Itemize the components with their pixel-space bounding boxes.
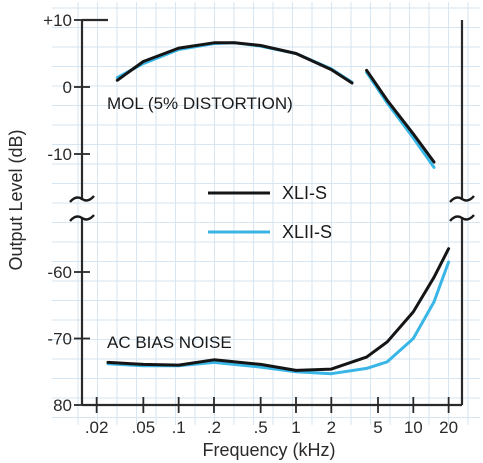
y-tick-label: -70 [47,330,72,349]
axis-breaks [69,195,475,222]
right-axis-break-mark [449,214,475,222]
x-tick-label: .1 [172,418,186,437]
mol-annotation: MOL (5% DISTORTION) [107,94,293,113]
y-axis-break-mark [69,195,95,203]
x-tick-label: .05 [132,418,156,437]
legend-label-xli-s: XLI-S [282,183,327,203]
y-tick-label: +10 [43,11,72,30]
series-line-xli-s-noise [106,247,451,372]
series-line-xli-s-mol [115,41,354,85]
x-tick-label: .5 [254,418,268,437]
x-tick-label: .02 [85,418,109,437]
y-tick-label: 0 [63,78,72,97]
y-axis-break-mark [69,214,95,222]
x-tick-label: 20 [439,418,458,437]
axes [80,18,464,407]
x-tick-label: 5 [373,418,382,437]
noise-annotation: AC BIAS NOISE [107,333,232,352]
x-tick-label: .2 [207,418,221,437]
x-tick-label: 2 [327,418,336,437]
series-lines [106,41,451,376]
right-axis-break-mark [449,195,475,203]
series-line-xlii-s-noise [106,260,451,376]
legend-label-xlii-s: XLII-S [282,222,332,242]
x-axis-label: Frequency (kHz) [202,440,335,460]
y-axis-label: Output Level (dB) [6,129,26,270]
legend: XLI-S XLII-S [208,183,332,242]
y-tick-label: -10 [47,145,72,164]
grid [52,2,480,425]
y-tick-label: 80 [53,396,72,415]
x-tick-label: 1 [291,418,300,437]
tick-labels: +10 0 -10 -60 -70 80 .02 .05 .1 .2 .5 1 2 5 10 20 [43,11,458,437]
x-tick-label: 10 [404,418,423,437]
y-tick-label: -60 [47,263,72,282]
tick-marks [74,19,450,413]
series-line-xli-s-mol-hf [365,68,436,164]
